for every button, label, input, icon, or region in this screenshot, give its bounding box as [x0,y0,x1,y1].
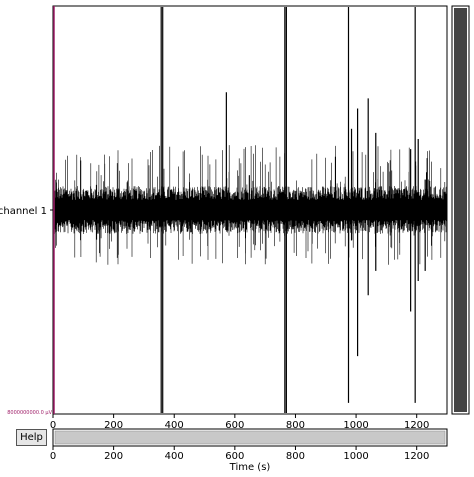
bottom-axis-tick-label: 0 [50,451,56,462]
top-axis-tick-label: 400 [165,420,184,431]
bottom-axis-tick-label: 400 [165,451,184,462]
top-axis-tick-label: 200 [104,420,123,431]
top-axis-tick-label: 0 [50,420,56,431]
top-axis-tick-label: 1200 [404,420,429,431]
channel-1-trace [53,7,447,413]
bottom-axis-tick-label: 200 [104,451,123,462]
channel-label: channel 1 [0,206,47,217]
bottom-axis-tick-label: 1200 [404,451,429,462]
help-button[interactable]: Help [16,429,47,446]
bottom-axis-tick-label: 1000 [343,451,368,462]
horizontal-scrollbar-thumb[interactable] [54,430,446,445]
vertical-scrollbar-thumb[interactable] [454,8,467,412]
trace-excursions [55,145,446,265]
x-axis-label: Time (s) [229,462,271,473]
top-axis-tick-label: 1000 [343,420,368,431]
top-axis-ticks: 0 200 400 600 800 1000 1200 [50,414,429,431]
bottom-axis-ticks: 0 200 400 600 800 1000 1200 [50,446,429,462]
scale-label: 8000000000.0 µV [7,410,52,416]
top-axis-tick-label: 600 [225,420,244,431]
bottom-axis-tick-label: 800 [286,451,305,462]
top-axis-tick-label: 800 [286,420,305,431]
bottom-axis-tick-label: 600 [225,451,244,462]
